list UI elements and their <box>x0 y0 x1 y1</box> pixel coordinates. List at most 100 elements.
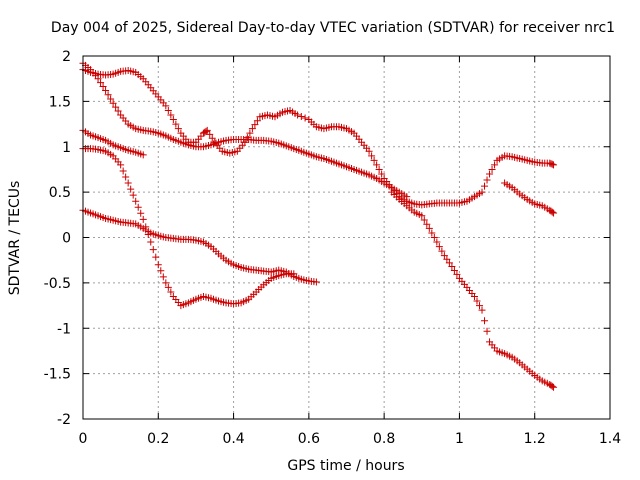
data-point <box>154 261 162 269</box>
x-tick-label: 0.2 <box>147 431 169 447</box>
data-point <box>97 79 105 87</box>
plot-frame <box>82 55 611 420</box>
data-point <box>370 156 378 164</box>
data-point <box>483 327 491 335</box>
data-point <box>486 170 494 178</box>
x-tick-label: 0.8 <box>373 431 395 447</box>
x-tick-label: 1.4 <box>599 431 621 447</box>
x-tick-label: 1.2 <box>524 431 546 447</box>
data-point <box>203 126 211 134</box>
data-point <box>149 246 157 254</box>
data-point <box>443 255 451 263</box>
data-point <box>440 252 448 260</box>
data-point <box>438 247 446 255</box>
series-satellite-track-a <box>79 66 558 209</box>
data-point <box>423 220 431 228</box>
data-point <box>94 75 102 83</box>
series-satellite-track-c <box>79 126 147 159</box>
data-point <box>550 209 558 217</box>
y-axis-label: SDTVAR / TECUs <box>7 181 23 296</box>
data-point <box>248 125 256 133</box>
data-point <box>99 83 107 91</box>
series-satellite-track-d <box>79 145 298 310</box>
y-tick-label: -0.5 <box>44 276 71 292</box>
data-point <box>478 188 486 196</box>
data-point <box>139 215 147 223</box>
x-axis-label: GPS time / hours <box>287 458 404 474</box>
data-point <box>481 317 489 325</box>
data-point <box>491 161 499 169</box>
data-point <box>107 95 115 103</box>
data-point <box>365 147 373 155</box>
data-points <box>79 59 558 391</box>
data-point <box>167 288 175 296</box>
data-point <box>169 116 177 124</box>
y-tick-label: -2 <box>57 412 71 428</box>
data-point <box>122 173 130 181</box>
chart-title: Day 004 of 2025, Sidereal Day-to-day VTE… <box>51 20 615 36</box>
y-tick-label: 1.5 <box>49 94 71 110</box>
data-point <box>418 212 426 220</box>
data-point <box>164 106 172 114</box>
data-point <box>104 91 112 99</box>
y-tick-label: 0.5 <box>49 185 71 201</box>
x-tick-label: 0 <box>79 431 88 447</box>
data-point <box>112 103 120 111</box>
data-point <box>167 111 175 119</box>
data-point <box>137 209 145 217</box>
data-point <box>378 170 386 178</box>
axis-ticks: 0 0.2 0.4 0.6 0.8 1 1.2 1.4 -2 -1.5 -1 -0.5 0 0.5 1 1.5… <box>44 49 622 447</box>
x-tick-label: 0.4 <box>222 431 244 447</box>
data-point <box>172 120 180 128</box>
data-point <box>162 102 170 110</box>
data-point <box>488 165 496 173</box>
data-point <box>243 134 251 142</box>
grid-lines <box>83 56 610 419</box>
data-point <box>152 253 160 261</box>
data-point <box>483 176 491 184</box>
data-point <box>476 302 484 310</box>
data-point <box>428 229 436 237</box>
data-point <box>174 125 182 133</box>
data-point <box>473 297 481 305</box>
x-tick-label: 1 <box>455 431 464 447</box>
data-point <box>373 161 381 169</box>
data-point <box>206 130 214 138</box>
data-point <box>430 234 438 241</box>
data-point <box>368 152 376 160</box>
data-point <box>147 238 155 246</box>
data-point <box>550 161 558 169</box>
data-point <box>159 273 167 281</box>
data-point <box>164 283 172 291</box>
data-point <box>301 114 309 122</box>
data-point <box>548 382 556 390</box>
data-point <box>119 167 127 175</box>
data-point <box>550 383 558 391</box>
data-point <box>433 238 441 246</box>
data-point <box>403 193 411 201</box>
data-point <box>253 117 261 125</box>
series-satellite-track-b <box>79 59 411 201</box>
data-point <box>297 113 305 120</box>
series-satellite-track-e <box>79 206 320 286</box>
data-point <box>448 263 456 271</box>
data-point <box>134 203 142 211</box>
data-point <box>470 292 478 300</box>
data-point <box>435 243 443 251</box>
data-point <box>478 306 486 314</box>
data-point <box>246 129 254 137</box>
data-point <box>114 107 122 115</box>
data-point <box>420 216 428 224</box>
data-point <box>132 197 140 205</box>
y-tick-label: 0 <box>62 231 71 247</box>
data-point <box>251 121 259 129</box>
y-tick-label: 2 <box>62 49 71 65</box>
data-point <box>124 179 132 187</box>
data-point <box>208 134 216 142</box>
y-tick-label: 1 <box>62 140 71 156</box>
data-point <box>375 165 383 173</box>
data-point <box>548 208 556 216</box>
y-tick-label: -1 <box>57 321 71 337</box>
data-point <box>109 99 117 107</box>
y-tick-label: -1.5 <box>44 367 71 383</box>
